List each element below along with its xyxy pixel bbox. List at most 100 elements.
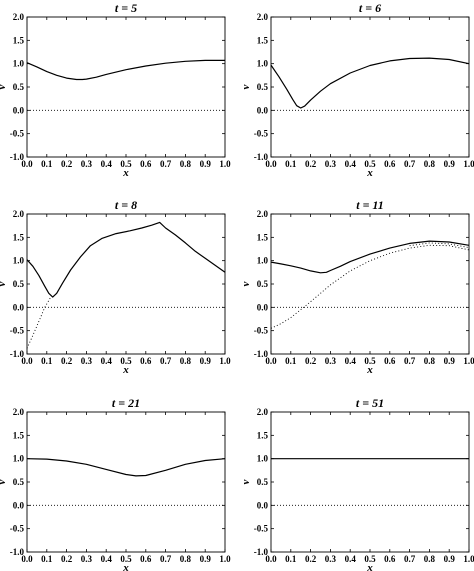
chart-panel-1: 0.0 0.1 0.2 0.3 0.4 0.5 0.6 0.7 0.8 0.9 1.0 -1.0 -0.…	[0, 1, 231, 179]
x-tick-label: 0.0	[21, 554, 33, 564]
x-tick-label: 0.7	[160, 159, 172, 169]
y-tick-label: 1.5	[257, 430, 269, 440]
x-tick-label: 0.7	[404, 554, 416, 564]
y-tick-label: 2.0	[13, 12, 25, 22]
x-tick-label: 0.5	[364, 554, 376, 564]
x-tick-label: 0.3	[81, 356, 93, 366]
x-tick-label: 0.5	[364, 356, 376, 366]
dotted-series-line	[409, 242, 470, 249]
x-tick-label: 0.8	[180, 159, 192, 169]
y-tick-label: 1.0	[257, 59, 269, 69]
x-tick-label: 0.8	[180, 356, 192, 366]
x-tick-label: 0.6	[384, 554, 396, 564]
y-tick-label: 1.0	[13, 59, 25, 69]
x-tick-label: 0.1	[285, 159, 297, 169]
y-axis-label: v	[240, 281, 252, 286]
panel-title: t = 11	[356, 198, 384, 212]
plot-frame	[26, 213, 226, 355]
y-tick-label: -0.5	[10, 524, 25, 534]
x-tick-label: 0.8	[424, 159, 436, 169]
x-tick-label: 0.8	[424, 356, 436, 366]
x-axis-label: x	[366, 562, 373, 571]
x-axis-label: x	[122, 364, 129, 376]
chart-panel-5: 0.0 0.1 0.2 0.3 0.4 0.5 0.6 0.7 0.8 0.9 1.0 -1.0 -0.…	[0, 396, 231, 571]
x-tick-label: 0.4	[345, 554, 357, 564]
x-tick-label: 0.7	[404, 356, 416, 366]
solid-series-line	[26, 458, 226, 477]
x-tick-label: 1.0	[463, 554, 474, 564]
x-tick-label: 0.6	[384, 356, 396, 366]
x-axis-label: x	[366, 167, 373, 179]
x-tick-label: 0.6	[140, 356, 152, 366]
x-tick-label: 0.1	[285, 356, 297, 366]
x-tick-label: 0.4	[345, 159, 357, 169]
x-tick-label: 0.6	[140, 159, 152, 169]
y-tick-label: 1.0	[257, 454, 269, 464]
y-axis-label: v	[240, 479, 252, 484]
y-tick-label: 1.5	[257, 35, 269, 45]
x-tick-label: 0.9	[200, 356, 212, 366]
y-axis-label: v	[0, 479, 8, 484]
x-tick-label: 0.9	[444, 356, 456, 366]
panel-title: t = 8	[115, 198, 137, 212]
x-tick-label: 0.3	[325, 554, 337, 564]
y-axis-label: v	[240, 84, 252, 89]
x-tick-label: 0.0	[265, 554, 277, 564]
x-tick-label: 0.8	[180, 554, 192, 564]
plot-frame	[270, 213, 470, 355]
y-tick-label: 0.0	[13, 302, 25, 312]
y-tick-label: -1.0	[10, 349, 25, 359]
x-tick-label: 0.2	[305, 159, 317, 169]
plot-frame	[270, 411, 470, 553]
y-axis-label: v	[0, 281, 8, 286]
x-tick-label: 0.2	[61, 554, 73, 564]
y-tick-label: 0.5	[257, 279, 269, 289]
x-tick-label: 0.1	[41, 554, 53, 564]
y-tick-label: 2.0	[257, 209, 269, 219]
y-tick-label: 2.0	[257, 407, 269, 417]
plot-frame	[26, 16, 226, 158]
x-tick-label: 0.5	[120, 554, 132, 564]
panel-title: t = 21	[112, 396, 140, 410]
panel-title: t = 51	[356, 396, 384, 410]
y-tick-label: -1.0	[254, 547, 269, 557]
y-tick-label: -1.0	[254, 152, 269, 162]
x-tick-label: 0.9	[200, 159, 212, 169]
x-axis-label: x	[366, 364, 373, 376]
x-tick-label: 0.5	[120, 356, 132, 366]
y-tick-label: 0.5	[257, 477, 269, 487]
y-tick-label: 1.0	[257, 256, 269, 266]
x-tick-label: 0.3	[81, 554, 93, 564]
y-axis-label: v	[0, 84, 8, 89]
y-tick-label: -0.5	[254, 326, 269, 336]
y-tick-label: -1.0	[10, 547, 25, 557]
y-tick-label: -1.0	[254, 349, 269, 359]
x-tick-label: 0.0	[265, 159, 277, 169]
x-tick-label: 0.4	[345, 356, 357, 366]
solid-series-line	[270, 57, 470, 109]
y-tick-label: 0.5	[257, 82, 269, 92]
solid-series-line	[26, 59, 225, 81]
x-tick-label: 0.4	[101, 159, 113, 169]
y-tick-label: -0.5	[254, 524, 269, 534]
x-tick-label: 0.9	[444, 159, 456, 169]
x-tick-label: 0.9	[444, 554, 456, 564]
y-tick-label: 1.0	[13, 454, 25, 464]
y-tick-label: 0.5	[13, 82, 25, 92]
y-tick-label: 0.0	[257, 500, 269, 510]
x-tick-label: 0.3	[325, 159, 337, 169]
y-tick-label: 0.0	[257, 105, 269, 115]
solid-series-line	[270, 240, 470, 274]
y-tick-label: 2.0	[13, 407, 25, 417]
x-tick-label: 0.1	[41, 159, 53, 169]
x-tick-label: 0.2	[305, 554, 317, 564]
y-tick-label: 1.5	[13, 35, 25, 45]
x-tick-label: 0.4	[101, 356, 113, 366]
y-tick-label: 0.5	[13, 477, 25, 487]
x-tick-label: 1.0	[219, 554, 231, 564]
x-tick-label: 0.5	[120, 159, 132, 169]
x-tick-label: 0.1	[41, 356, 53, 366]
y-tick-label: 1.5	[13, 430, 25, 440]
solid-series-line	[26, 221, 226, 298]
x-tick-label: 0.2	[305, 356, 317, 366]
